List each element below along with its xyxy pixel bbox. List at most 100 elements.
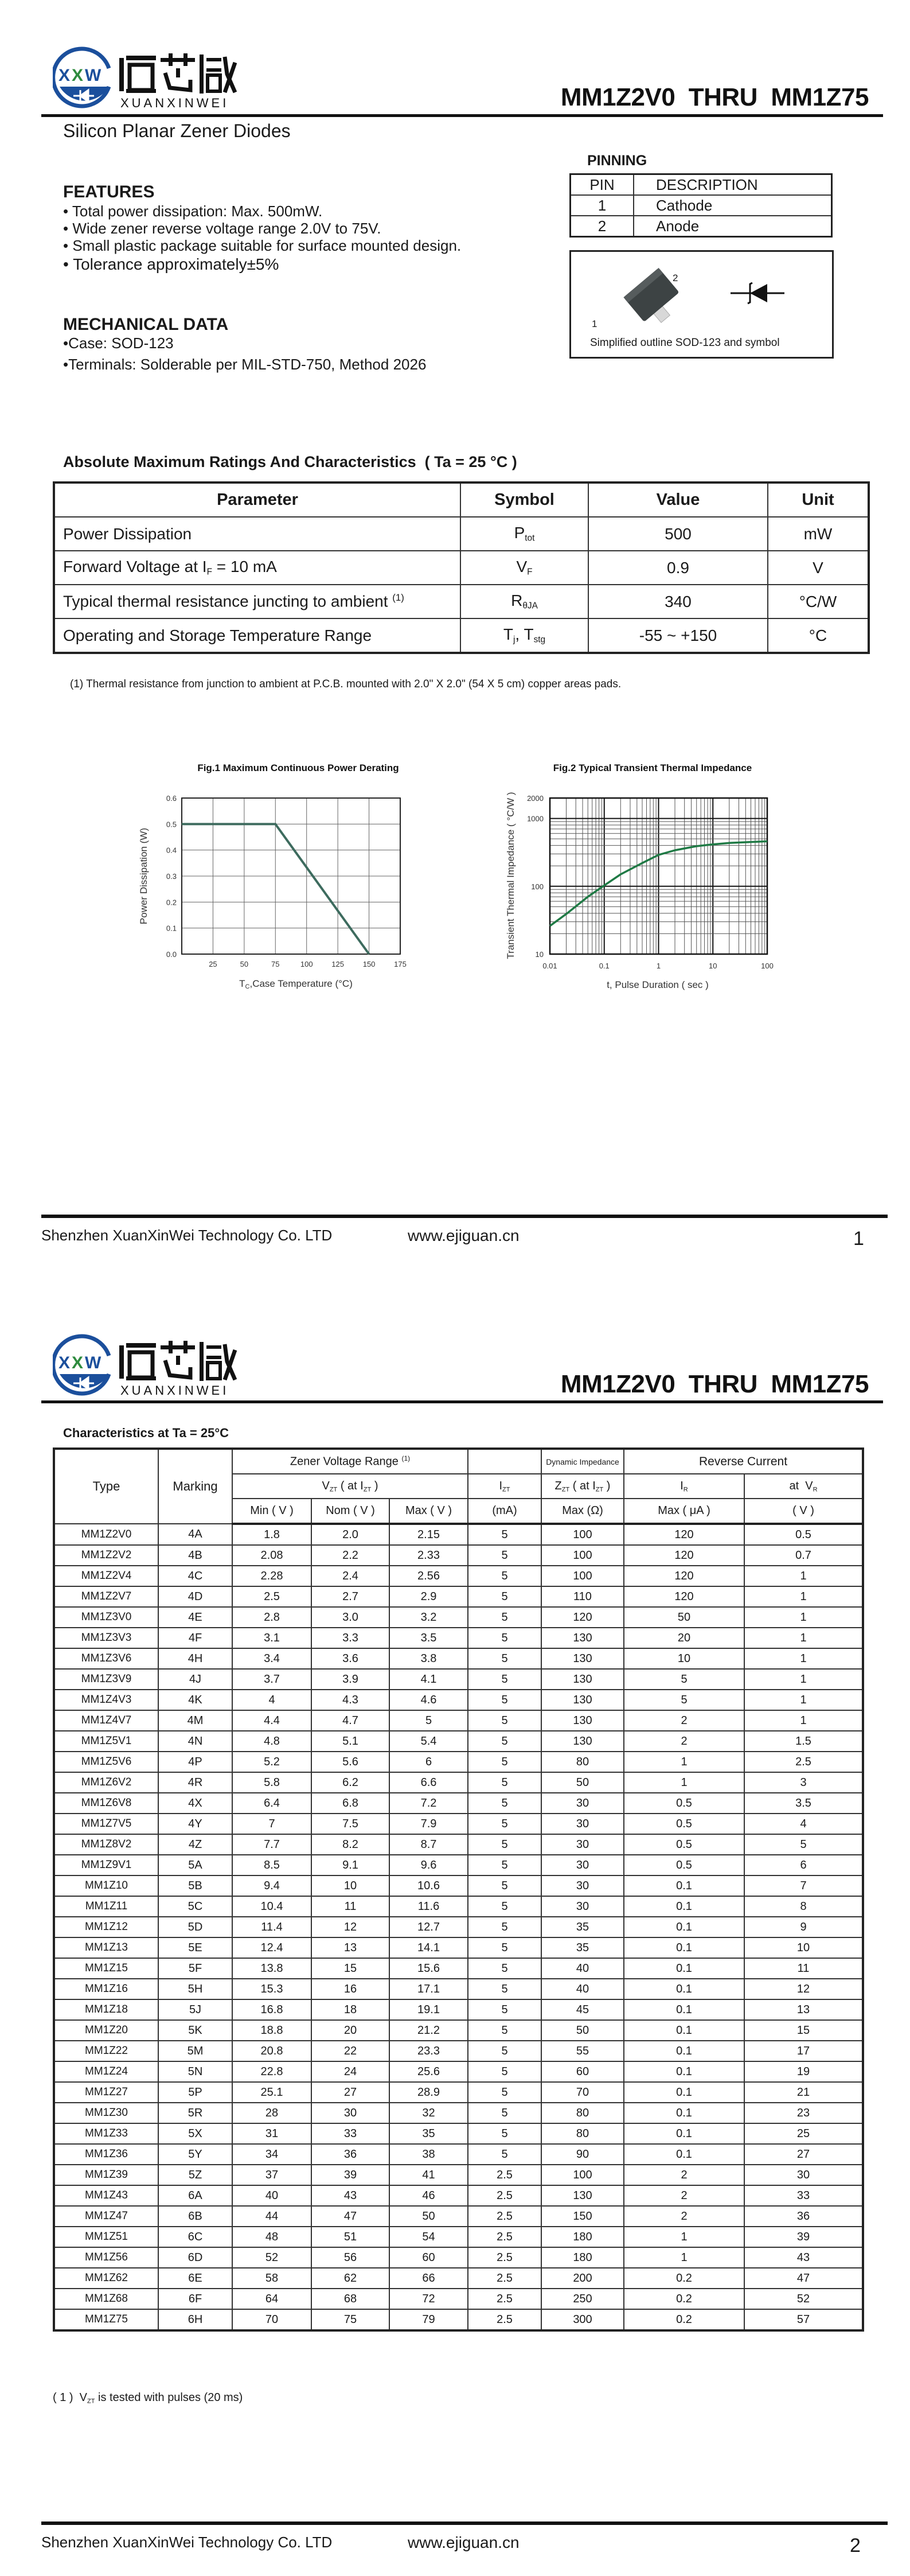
cell-type: MM1Z16 bbox=[53, 1978, 159, 2000]
cell-type: MM1Z36 bbox=[53, 2143, 159, 2165]
x-axis-label-rest: ,Case Temperature (°C) bbox=[249, 978, 352, 989]
cell-vr: 25 bbox=[744, 2123, 864, 2145]
cell-marking: 4F bbox=[158, 1627, 233, 1649]
cell-vr: 17 bbox=[744, 2040, 864, 2062]
cell-vz-max: 50 bbox=[389, 2205, 468, 2227]
cell-vr: 0.7 bbox=[744, 1544, 864, 1566]
mechanical-heading: MECHANICAL DATA bbox=[63, 315, 229, 334]
cell-zzt-max: 130 bbox=[541, 1668, 624, 1690]
cell-type: MM1Z6V2 bbox=[53, 1772, 159, 1793]
cell-zzt-max: 55 bbox=[541, 2040, 624, 2062]
table-row: MM1Z43 6A 40 43 46 2.5 130 2 33 bbox=[53, 2185, 864, 2207]
cell-vz-min: 3.7 bbox=[232, 1668, 312, 1690]
footer-company: Shenzhen XuanXinWei Technology Co. LTD bbox=[41, 1227, 333, 1244]
table-row: MM1Z39 5Z 37 39 41 2.5 100 2 30 bbox=[53, 2164, 864, 2186]
cell-vz-nom: 7.5 bbox=[311, 1813, 390, 1835]
cell-vz-min: 31 bbox=[232, 2123, 312, 2145]
label-sub: ZT bbox=[502, 1486, 510, 1493]
cell-marking: 6F bbox=[158, 2288, 233, 2310]
table-row: MM1Z2V7 4D 2.5 2.7 2.9 5 110 120 1 bbox=[53, 1586, 864, 1608]
cell-izt: 5 bbox=[467, 1772, 542, 1793]
cell-vz-max: 3.5 bbox=[389, 1627, 468, 1649]
cell-zzt-max: 100 bbox=[541, 1523, 624, 1546]
cell-type: MM1Z10 bbox=[53, 1875, 159, 1897]
cell-izt: 5 bbox=[467, 1751, 542, 1773]
footnote-ref: (1) bbox=[401, 1454, 411, 1463]
cell-vr: 3.5 bbox=[744, 1792, 864, 1814]
cell-izt: 2.5 bbox=[467, 2309, 542, 2331]
cell-vz-nom: 75 bbox=[311, 2309, 390, 2331]
cell-marking: 4R bbox=[158, 1772, 233, 1793]
cell-marking: 5R bbox=[158, 2102, 233, 2124]
table-row: MM1Z5V6 4P 5.2 5.6 6 5 80 1 2.5 bbox=[53, 1751, 864, 1773]
table-row: MM1Z2V0 4A 1.8 2.0 2.15 5 100 120 0.5 bbox=[53, 1523, 864, 1546]
description-header: DESCRIPTION bbox=[633, 173, 833, 196]
table-row: MM1Z3V0 4E 2.8 3.0 3.2 5 120 50 1 bbox=[53, 1606, 864, 1628]
header-row-units: Min ( V ) Nom ( V ) Max ( V ) (mA) Max (Ω) Ma… bbox=[54, 1498, 864, 1525]
table-row: MM1Z4V7 4M 4.4 4.7 5 5 130 2 1 bbox=[53, 1710, 864, 1731]
type-header: Type bbox=[53, 1448, 159, 1524]
cell-type: MM1Z43 bbox=[53, 2185, 159, 2207]
x-tick-label: 100 bbox=[761, 962, 774, 970]
svg-text:X: X bbox=[58, 1353, 70, 1372]
pin-header: PIN bbox=[569, 173, 634, 196]
cell-vz-nom: 6.2 bbox=[311, 1772, 390, 1793]
cell-vz-nom: 13 bbox=[311, 1937, 390, 1959]
x-tick-label: 0.1 bbox=[599, 962, 610, 970]
cell-vz-min: 37 bbox=[232, 2164, 312, 2186]
cell-type: MM1Z2V0 bbox=[53, 1523, 159, 1546]
cell-zzt-max: 40 bbox=[541, 1978, 624, 2000]
cell-ir-max: 0.1 bbox=[623, 1999, 745, 2021]
cell-type: MM1Z4V7 bbox=[53, 1710, 159, 1731]
cell-type: MM1Z12 bbox=[53, 1916, 159, 1938]
cell-zzt-max: 80 bbox=[541, 1751, 624, 1773]
cell-vr: 36 bbox=[744, 2205, 864, 2227]
label-sub: R bbox=[813, 1486, 818, 1493]
cell-zzt-max: 45 bbox=[541, 1999, 624, 2021]
cell-vr: 13 bbox=[744, 1999, 864, 2021]
cell-izt: 2.5 bbox=[467, 2226, 542, 2248]
cell-vr: 15 bbox=[744, 2019, 864, 2041]
svg-text:X: X bbox=[72, 66, 83, 85]
cell-vz-min: 13.8 bbox=[232, 1958, 312, 1979]
pin-description: Cathode bbox=[633, 194, 833, 216]
label: Z bbox=[554, 1479, 562, 1492]
cell-marking: 4E bbox=[158, 1606, 233, 1628]
cell-marking: 6E bbox=[158, 2267, 233, 2289]
cell-vz-nom: 22 bbox=[311, 2040, 390, 2062]
unit-header: Max (Ω) bbox=[541, 1498, 624, 1525]
cell-type: MM1Z5V1 bbox=[53, 1730, 159, 1752]
cell-vz-nom: 2.4 bbox=[311, 1565, 390, 1587]
table-row: MM1Z2V2 4B 2.08 2.2 2.33 5 100 120 0.7 bbox=[53, 1544, 864, 1566]
cell-izt: 5 bbox=[467, 1916, 542, 1938]
cell-zzt-max: 110 bbox=[541, 1586, 624, 1608]
cell-ir-max: 50 bbox=[623, 1606, 745, 1628]
table-row: MM1Z5V1 4N 4.8 5.1 5.4 5 130 2 1.5 bbox=[53, 1730, 864, 1752]
cell-vr: 1 bbox=[744, 1565, 864, 1587]
cell-izt: 5 bbox=[467, 2019, 542, 2041]
abs-row: Typical thermal resistance juncting to a… bbox=[53, 584, 869, 619]
table-row: MM1Z47 6B 44 47 50 2.5 150 2 36 bbox=[53, 2205, 864, 2227]
table-row: MM1Z68 6F 64 68 72 2.5 250 0.2 52 bbox=[53, 2288, 864, 2310]
cell-marking: 4D bbox=[158, 1586, 233, 1608]
cell-type: MM1Z2V4 bbox=[53, 1565, 159, 1587]
cell-izt: 5 bbox=[467, 1668, 542, 1690]
cell-ir-max: 1 bbox=[623, 2247, 745, 2268]
cell-vz-max: 10.6 bbox=[389, 1875, 468, 1897]
cell-vz-max: 35 bbox=[389, 2123, 468, 2145]
cell-vr: 8 bbox=[744, 1896, 864, 1917]
x-tick-label: 50 bbox=[240, 960, 248, 968]
x-tick-label: 175 bbox=[394, 960, 407, 968]
pin-header-row: PIN DESCRIPTION bbox=[569, 173, 833, 196]
cell-vz-max: 7.2 bbox=[389, 1792, 468, 1814]
cell-ir-max: 2 bbox=[623, 2164, 745, 2186]
cell-ir-max: 20 bbox=[623, 1627, 745, 1649]
cell-izt: 5 bbox=[467, 2081, 542, 2103]
company-logo: X X W XUANXINWEI bbox=[51, 45, 242, 110]
cell-type: MM1Z47 bbox=[53, 2205, 159, 2227]
cell-type: MM1Z3V9 bbox=[53, 1668, 159, 1690]
cell-izt: 5 bbox=[467, 2102, 542, 2124]
ir-header: IR bbox=[623, 1473, 745, 1499]
symbol-header: Symbol bbox=[460, 482, 589, 517]
cell-zzt-max: 180 bbox=[541, 2226, 624, 2248]
